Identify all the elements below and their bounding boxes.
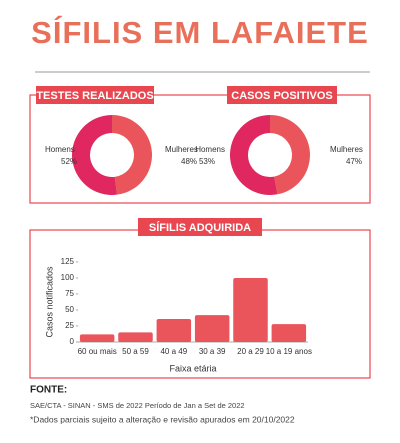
y-tick-label: 50: [65, 305, 74, 314]
footer-heading: FONTE:: [30, 385, 67, 396]
slice-label: Mulheres: [165, 145, 198, 154]
footer-source: SAE/CTA - SINAN - SMS de 2022 Período de…: [30, 401, 245, 410]
x-tick-label: 60 ou mais: [78, 347, 117, 356]
pie-slice: [71, 115, 118, 195]
section-title: SÍFILIS ADQUIRIDA: [149, 221, 251, 234]
bar: [79, 334, 115, 342]
bar: [194, 315, 230, 342]
section-title: CASOS POSITIVOS: [231, 90, 332, 102]
footer-note: *Dados parciais sujeito a alteração e re…: [30, 414, 295, 424]
y-tick-label: 75: [65, 289, 74, 298]
x-tick-label: 10 a 19 anos: [266, 347, 312, 356]
y-tick-label: 25: [65, 321, 74, 330]
bar: [271, 324, 307, 342]
y-tick-label: 125: [61, 257, 75, 266]
x-tick-label: 50 a 59: [122, 347, 149, 356]
slice-value-label: 53%: [199, 157, 215, 166]
pie-slice: [112, 115, 152, 195]
bar: [233, 278, 268, 342]
y-tick-label: 100: [61, 273, 75, 282]
page-title: SÍFILIS EM LAFAIETE: [31, 15, 369, 50]
pie-slice: [270, 115, 311, 195]
slice-value-label: 48%: [181, 157, 197, 166]
x-tick-label: 30 a 39: [199, 347, 226, 356]
y-tick-label: 0: [70, 337, 75, 346]
pie-box: [29, 94, 371, 204]
slice-label: Homens: [195, 145, 225, 154]
pie-slice: [230, 115, 278, 195]
section-title-band: [138, 218, 262, 236]
x-axis-label: Faixa etária: [169, 363, 216, 373]
slice-value-label: 47%: [346, 157, 362, 166]
section-title-band: [36, 86, 154, 104]
bar: [118, 332, 153, 342]
section-title: TESTES REALIZADOS: [36, 90, 153, 102]
bar: [156, 318, 192, 342]
slice-label: Mulheres: [330, 145, 363, 154]
x-tick-label: 20 a 29: [237, 347, 264, 356]
slice-label: Homens: [45, 145, 75, 154]
slice-value-label: 52%: [61, 157, 77, 166]
section-title-band: [227, 86, 337, 104]
y-axis-label: Casos notificados: [44, 266, 54, 338]
x-tick-label: 40 a 49: [160, 347, 187, 356]
